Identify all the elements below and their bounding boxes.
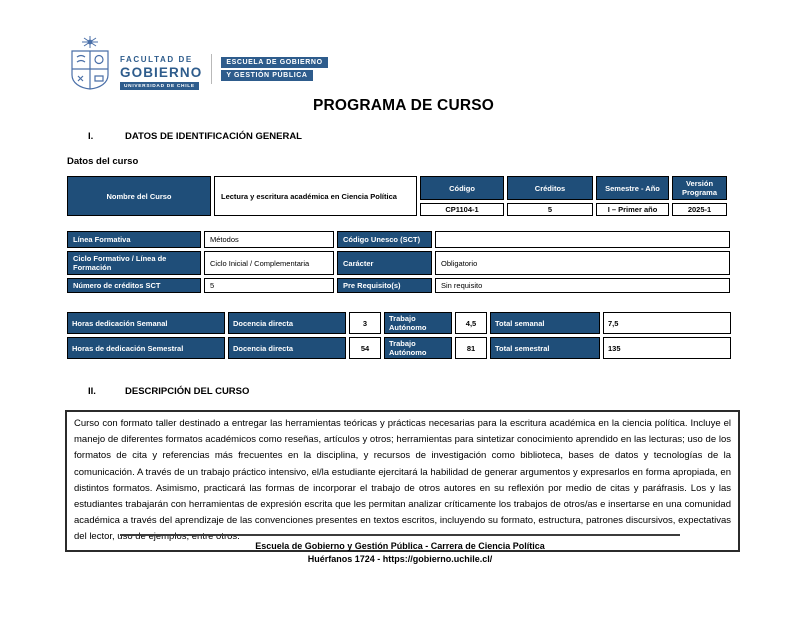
table-row: Número de créditos SCT 5 Pre Requisito(s… — [67, 278, 730, 293]
table-row: Horas de dedicación Semestral Docencia d… — [67, 337, 731, 359]
section-1-heading: I. DATOS DE IDENTIFICACIÓN GENERAL — [67, 131, 740, 142]
creditos-value-cell: 5 — [507, 203, 593, 216]
creditos-header-cell: Créditos — [507, 176, 593, 200]
caracter-label-cell: Carácter — [337, 251, 432, 275]
version-header-cell: Versión Programa — [672, 176, 727, 200]
page-footer: Escuela de Gobierno y Gestión Pública - … — [0, 534, 800, 566]
linea-formativa-label-cell: Línea Formativa — [67, 231, 201, 248]
university-crest-icon — [71, 36, 109, 90]
autonomo-semanal-value-cell: 4,5 — [455, 312, 487, 334]
footer-divider — [120, 534, 680, 536]
codigo-header-cell: Código — [420, 176, 504, 200]
linea-formativa-value-cell: Métodos — [204, 231, 334, 248]
autonomo-semestral-value-cell: 81 — [455, 337, 487, 359]
total-semanal-value-cell: 7,5 — [603, 312, 731, 334]
prerequisito-label-cell: Pre Requisito(s) — [337, 278, 432, 293]
section-1-numeral: I. — [88, 131, 94, 142]
university-name-band: UNIVERSIDAD DE CHILE — [120, 82, 199, 90]
ciclo-formativo-value-cell: Ciclo Inicial / Complementaria — [204, 251, 334, 275]
course-id-table: Nombre del Curso Lectura y escritura aca… — [64, 173, 730, 219]
codigo-value-cell: CP1104-1 — [420, 203, 504, 216]
docencia-directa-label-cell2: Docencia directa — [228, 337, 346, 359]
codigo-unesco-value-cell — [435, 231, 730, 248]
header-logo: FACULTAD DE GOBIERNO UNIVERSIDAD DE CHIL… — [67, 35, 740, 90]
school-name-line1: ESCUELA DE GOBIERNO — [221, 57, 328, 68]
total-semestral-label-cell: Total semestral — [490, 337, 600, 359]
semestre-value-cell: I – Primer año — [596, 203, 669, 216]
table-row: Horas dedicación Semanal Docencia direct… — [67, 312, 731, 334]
course-details-table: Línea Formativa Métodos Código Unesco (S… — [64, 228, 733, 296]
docencia-semanal-value-cell: 3 — [349, 312, 381, 334]
faculty-name-line1: FACULTAD DE — [120, 55, 193, 64]
footer-school-line: Escuela de Gobierno y Gestión Pública - … — [255, 541, 545, 551]
course-name-value-cell: Lectura y escritura académica en Ciencia… — [214, 176, 417, 216]
course-description-box: Curso con formato taller destinado a ent… — [65, 410, 740, 552]
caracter-value-cell: Obligatorio — [435, 251, 730, 275]
docencia-semestral-value-cell: 54 — [349, 337, 381, 359]
faculty-name-line2: GOBIERNO — [120, 65, 203, 80]
creditos-sct-value-cell: 5 — [204, 278, 334, 293]
hours-table: Horas dedicación Semanal Docencia direct… — [64, 309, 734, 362]
logo-divider — [211, 54, 213, 84]
horas-semanal-label-cell: Horas dedicación Semanal — [67, 312, 225, 334]
prerequisito-value-cell: Sin requisito — [435, 278, 730, 293]
total-semestral-value-cell: 135 — [603, 337, 731, 359]
version-value-cell: 2025-1 — [672, 203, 727, 216]
semestre-header-cell: Semestre - Año — [596, 176, 669, 200]
creditos-sct-label-cell: Número de créditos SCT — [67, 278, 201, 293]
datos-curso-label: Datos del curso — [67, 156, 139, 167]
school-name-line2: Y GESTIÓN PÚBLICA — [221, 70, 313, 81]
page-title: PROGRAMA DE CURSO — [312, 97, 495, 114]
faculty-logotype: FACULTAD DE GOBIERNO UNIVERSIDAD DE CHIL… — [120, 55, 202, 90]
codigo-unesco-label-cell: Código Unesco (SCT) — [337, 231, 432, 248]
trabajo-autonomo-label-cell2: Trabajo Autónomo — [384, 337, 452, 359]
school-logotype: ESCUELA DE GOBIERNO Y GESTIÓN PÚBLICA — [221, 57, 328, 81]
course-name-label-cell: Nombre del Curso — [67, 176, 211, 216]
section-1-title: DATOS DE IDENTIFICACIÓN GENERAL — [125, 131, 302, 142]
docencia-directa-label-cell: Docencia directa — [228, 312, 346, 334]
footer-address-line: Huérfanos 1724 - https://gobierno.uchile… — [307, 554, 493, 564]
table-row: Ciclo Formativo / Línea de Formación Cic… — [67, 251, 730, 275]
ciclo-formativo-label-cell: Ciclo Formativo / Línea de Formación — [67, 251, 201, 275]
total-semanal-label-cell: Total semanal — [490, 312, 600, 334]
section-2-numeral: II. — [88, 386, 96, 397]
section-2-heading: II. DESCRIPCIÓN DEL CURSO — [67, 386, 740, 397]
section-2-title: DESCRIPCIÓN DEL CURSO — [125, 386, 250, 397]
table-row: Línea Formativa Métodos Código Unesco (S… — [67, 231, 730, 248]
horas-semestral-label-cell: Horas de dedicación Semestral — [67, 337, 225, 359]
trabajo-autonomo-label-cell: Trabajo Autónomo — [384, 312, 452, 334]
